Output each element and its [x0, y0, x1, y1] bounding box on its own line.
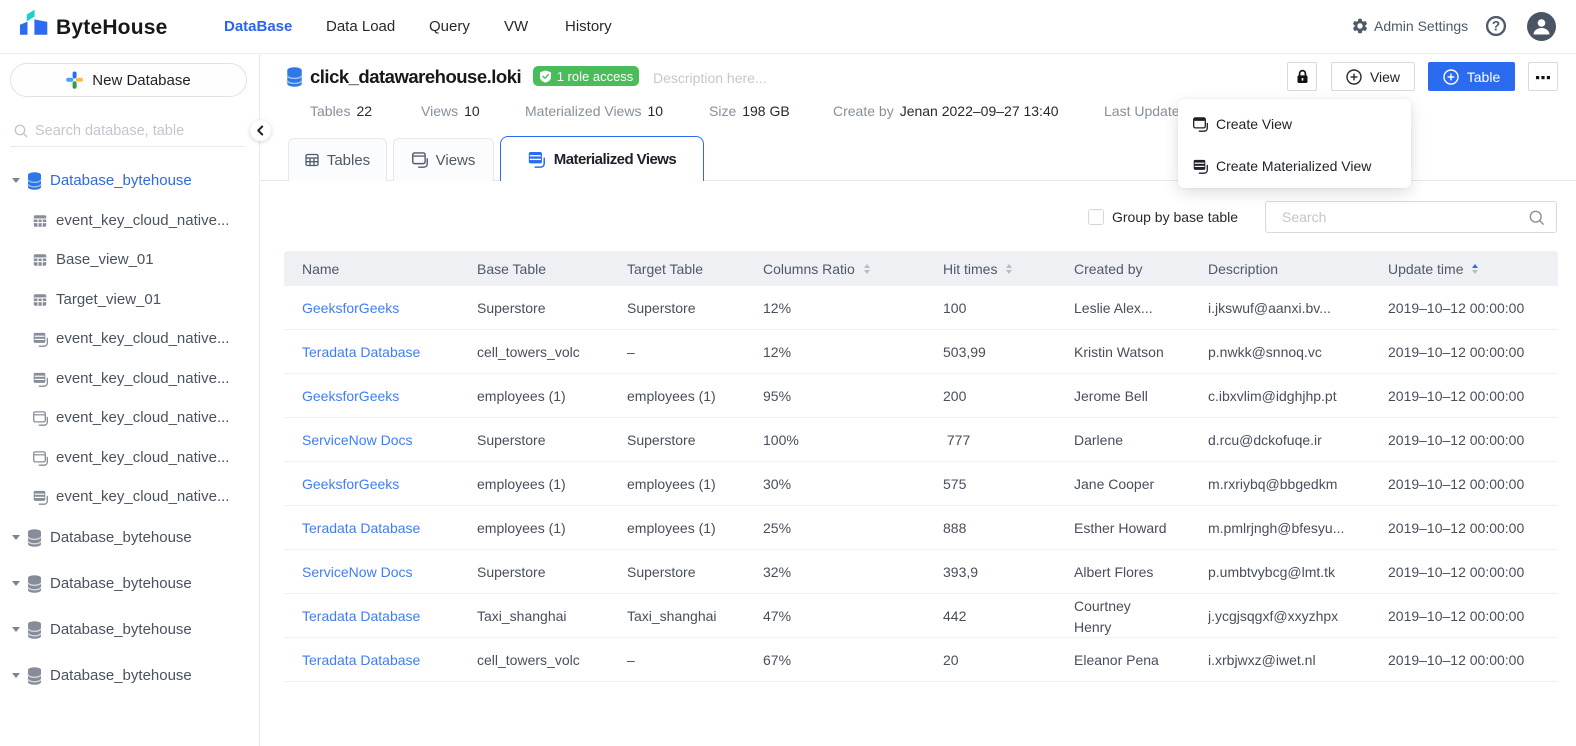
svg-text:?: ?: [1492, 19, 1500, 34]
